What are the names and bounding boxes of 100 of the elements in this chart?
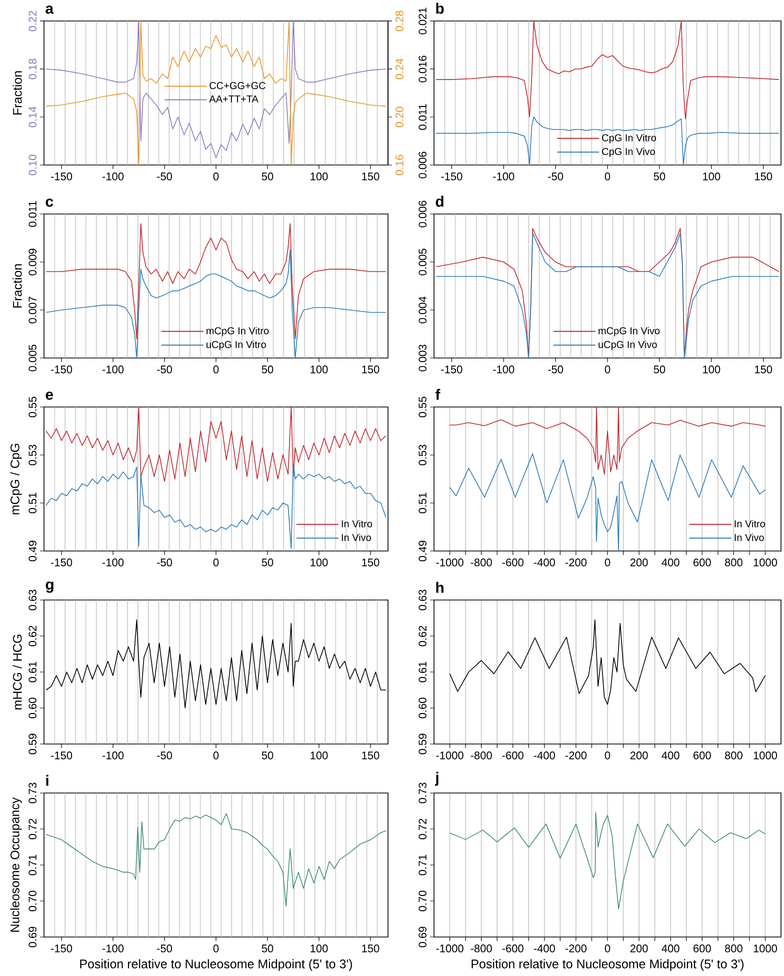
y-tick-label: 0.005	[418, 248, 426, 276]
x-axis-title: Position relative to Nucleosome Midpoint (5' to 3')	[472, 959, 744, 971]
x-tick-label: 100	[310, 752, 328, 760]
y2-tick-label: 0.28	[396, 10, 404, 32]
x-tick-label: 800	[724, 944, 742, 952]
x-tick-label: 150	[755, 172, 772, 180]
y-tick-label: 0.004	[418, 296, 426, 324]
x-tick-label: -400	[534, 752, 555, 760]
y-axis-title: Fraction	[12, 71, 22, 115]
y-tick-label: 0.63	[418, 590, 426, 610]
x-tick-label: -50	[157, 752, 172, 760]
legend-label: In Vivo	[734, 534, 764, 542]
y-tick-label: 0.016	[418, 56, 426, 82]
y-tick-label: 0.006	[418, 152, 426, 178]
x-tick-label: 150	[362, 944, 380, 952]
x-tick-label: -600	[502, 944, 524, 952]
y-tick-label: 0.72	[28, 818, 36, 840]
x-tick-label: 100	[703, 172, 720, 180]
x-tick-label: -150	[441, 172, 462, 180]
legend-label: AA+TT+TA	[209, 96, 258, 102]
x-tick-label: 0	[604, 172, 610, 180]
line-series	[436, 20, 780, 120]
x-tick-label: 0	[213, 172, 219, 180]
x-tick-label: -150	[50, 366, 72, 374]
x-tick-label: 100	[310, 944, 328, 952]
x-tick-label: -400	[534, 944, 555, 952]
y-axis-title: mCpG / CpG	[10, 444, 22, 514]
y-tick-label: 0.53	[418, 444, 426, 466]
x-tick-label: 400	[662, 558, 680, 566]
x-tick-label: -100	[102, 172, 124, 180]
x-tick-label: -150	[50, 558, 72, 566]
y-tick-label: 0.63	[28, 590, 36, 610]
y-tick-label: 0.009	[28, 248, 36, 276]
y-tick-label: 0.72	[418, 818, 426, 840]
x-tick-label: -1000	[436, 944, 464, 952]
x-tick-label: 0	[604, 944, 610, 952]
line-series	[46, 464, 386, 549]
x-tick-label: -800	[470, 944, 492, 952]
x-tick-label: -1000	[436, 558, 464, 566]
y-tick-label: 0.53	[28, 444, 36, 466]
x-tick-label: -150	[50, 172, 72, 180]
legend-label: mCpG In Vitro	[206, 326, 269, 336]
x-tick-label: -50	[157, 558, 172, 566]
y-tick-label: 0.51	[28, 492, 36, 514]
x-tick-label: 50	[262, 944, 274, 952]
line-series	[449, 812, 766, 910]
legend-label: CC+GG+GC	[210, 82, 266, 90]
chart-title: h	[436, 582, 444, 593]
y-tick-label: 0.55	[418, 396, 426, 418]
y-tick-label: 0.10	[28, 154, 36, 176]
chart-title: g	[46, 582, 54, 593]
legend-label: CpG In Vivo	[602, 148, 655, 158]
x-tick-label: -100	[493, 172, 514, 180]
y-tick-label: 0.73	[28, 782, 36, 804]
y-tick-label: 0.60	[28, 698, 36, 718]
y-tick-label: 0.71	[418, 854, 426, 876]
y-tick-label: 0.61	[418, 662, 426, 682]
x-tick-label: -100	[102, 944, 124, 952]
y-tick-label: 0.011	[28, 201, 36, 227]
y-tick-label: 0.021	[418, 8, 426, 34]
x-tick-label: 150	[362, 366, 380, 374]
y-tick-label: 0.003	[418, 344, 426, 372]
line-series	[449, 619, 766, 705]
x-tick-label: 100	[310, 366, 328, 374]
line-series	[46, 406, 386, 482]
y-tick-label: 0.62	[418, 626, 426, 646]
x-tick-label: 150	[755, 366, 772, 374]
x-tick-label: 50	[654, 366, 666, 374]
x-tick-label: -600	[502, 558, 524, 566]
x-tick-label: 800	[724, 558, 742, 566]
y-axis-title: Fraction	[12, 264, 22, 308]
y-tick-label: 0.51	[418, 492, 426, 514]
x-tick-label: 600	[694, 944, 711, 952]
x-tick-label: 50	[262, 366, 274, 374]
x-tick-label: -800	[470, 558, 492, 566]
y-axis-title: mHCG / HCG	[12, 634, 22, 710]
line-series	[449, 453, 766, 551]
x-tick-label: -150	[441, 366, 462, 374]
x-tick-label: 0	[213, 752, 219, 760]
x-tick-label: -150	[50, 944, 72, 952]
y-tick-label: 0.007	[28, 296, 36, 324]
x-tick-label: -200	[565, 558, 587, 566]
x-tick-label: 600	[694, 558, 711, 566]
y-tick-label: 0.73	[418, 782, 426, 804]
chart-title: f	[435, 388, 440, 400]
x-tick-label: 0	[213, 558, 219, 566]
legend-label: In Vitro	[734, 520, 765, 528]
legend-label: In Vivo	[342, 534, 371, 542]
x-tick-label: 50	[262, 172, 274, 180]
y-tick-label: 0.005	[28, 344, 36, 372]
x-axis-title: Position relative to Nucleosome Midpoint (5' to 3')	[80, 959, 352, 971]
x-tick-label: 0	[213, 366, 219, 374]
line-series	[449, 406, 766, 475]
y-tick-label: 0.70	[28, 890, 36, 912]
x-tick-label: -600	[502, 752, 524, 760]
x-tick-label: 200	[630, 752, 648, 760]
x-tick-label: 100	[310, 558, 328, 566]
x-tick-label: -100	[102, 752, 124, 760]
y-tick-label: 0.55	[28, 396, 36, 418]
y-axis-title: Nucleosome Occupancy	[10, 797, 22, 932]
